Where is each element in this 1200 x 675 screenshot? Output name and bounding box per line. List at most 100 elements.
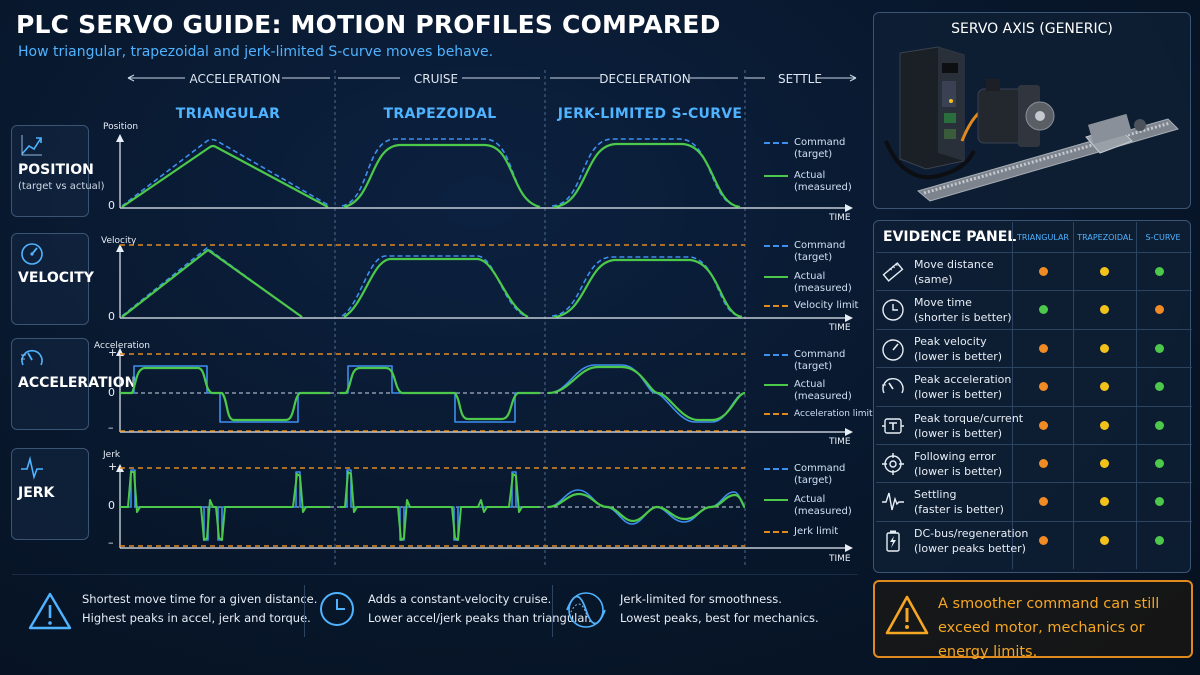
- row-card-jerk: JERK: [11, 448, 89, 540]
- legend-actual-velocity: Actual (measured): [764, 271, 852, 295]
- servo-axis-panel: SERVO AXIS (GENERIC): [873, 12, 1191, 209]
- rating-dot-trapezoidal: [1100, 305, 1109, 315]
- jerk-command-triangular: [120, 469, 330, 541]
- acceleration-actual-trapezoidal: [340, 366, 540, 421]
- rating-dot-triangular: [1039, 420, 1048, 430]
- zero-reference-lines: [120, 392, 745, 508]
- rating-dot-scurve: [1155, 382, 1164, 392]
- evidence-panel: [873, 220, 1191, 573]
- evidence-col-divider-1: [1012, 222, 1013, 569]
- evidence-col-scurve: S-CURVE: [1145, 233, 1181, 242]
- rating-dot-trapezoidal: [1100, 497, 1109, 507]
- profile-header-triangular: TRIANGULAR: [175, 106, 281, 122]
- acceleration-icon: [21, 349, 43, 366]
- legend-command-velocity: Command (target): [764, 240, 845, 264]
- limit-lines: [120, 244, 745, 547]
- footer-divider-1: [304, 585, 305, 637]
- settling-wave-icon: [882, 493, 904, 511]
- gauge-icon: [882, 378, 904, 394]
- row-label-acceleration: ACCELERATION: [18, 375, 137, 391]
- row-label-jerk: JERK: [18, 485, 55, 501]
- rating-dot-scurve: [1155, 343, 1164, 353]
- row-card-velocity: VELOCITY: [11, 233, 94, 325]
- legend-actual-position: Actual (measured): [764, 170, 852, 194]
- phase-label-acceleration: ACCELERATION: [189, 72, 281, 86]
- ruler-icon: [882, 262, 904, 282]
- legend-command-acceleration: Command (target): [764, 349, 845, 373]
- evidence-row: Move distance (same): [876, 252, 1192, 291]
- rating-dot-scurve: [1155, 420, 1164, 430]
- tick-minus-jerk: –: [108, 536, 114, 549]
- phase-label-cruise: CRUISE: [413, 72, 459, 86]
- jerk-curves: [120, 469, 746, 541]
- page-title: PLC SERVO GUIDE: MOTION PROFILES COMPARE…: [16, 10, 721, 39]
- row-card-position: POSITION (target vs actual): [11, 125, 104, 217]
- evidence-col-divider-2: [1073, 222, 1074, 569]
- evidence-row-label: Peak torque/current (lower is better): [914, 411, 1024, 440]
- footer-note-triangular: Shortest move time for a given distance.…: [82, 592, 318, 625]
- footer-divider-2: [552, 585, 553, 637]
- position-actual-triangular: [121, 144, 329, 208]
- servo-motor-image: [977, 79, 1055, 147]
- rating-dot-triangular: [1039, 267, 1048, 276]
- row-label-velocity: VELOCITY: [18, 270, 94, 286]
- tick-plus-jerk: +: [108, 460, 118, 473]
- evidence-row: Peak acceleration (lower is better): [876, 367, 1192, 406]
- rating-dot-triangular: [1039, 459, 1048, 468]
- evidence-row-label: Settling (faster is better): [914, 488, 1004, 517]
- rating-dot-triangular: [1039, 305, 1048, 315]
- rating-dot-triangular: [1039, 382, 1048, 392]
- evidence-row: Peak velocity (lower is better): [876, 328, 1192, 368]
- position-graph-icon: [21, 135, 42, 156]
- evidence-col-triangular: TRIANGULAR: [1017, 233, 1069, 242]
- legend-limit-acceleration: Acceleration limit: [764, 408, 873, 420]
- battery-icon: [886, 530, 900, 552]
- rating-dot-trapezoidal: [1100, 382, 1109, 392]
- acceleration-actual-scurve: [547, 365, 746, 422]
- position-command-scurve: [551, 138, 739, 207]
- acceleration-actual-triangular: [120, 366, 330, 422]
- evidence-row-label: Move time (shorter is better): [914, 296, 1012, 325]
- legend-limit-jerk: Jerk limit: [764, 526, 838, 538]
- evidence-row: Move time (shorter is better): [876, 290, 1192, 329]
- evidence-row: Following error (lower is better): [876, 444, 1192, 483]
- time-label-jerk: TIME: [829, 554, 851, 564]
- evidence-row: Settling (faster is better): [876, 482, 1192, 521]
- clock-icon: [320, 592, 354, 626]
- velocity-command-scurve: [551, 256, 741, 317]
- rating-dot-scurve: [1155, 267, 1164, 276]
- phase-arrows: [127, 74, 857, 82]
- row-card-acceleration: ACCELERATION: [11, 338, 136, 430]
- jerk-actual-triangular: [120, 471, 330, 541]
- acceleration-curves: [120, 364, 746, 423]
- axis-label-position: Position: [103, 122, 139, 132]
- footer-note-trapezoidal: Adds a constant-velocity cruise. Lower ac…: [368, 592, 592, 625]
- legend-actual-jerk: Actual (measured): [764, 494, 852, 518]
- rating-dot-scurve: [1155, 535, 1164, 545]
- tick-zero-jerk: 0: [108, 499, 115, 512]
- rating-dot-triangular: [1039, 497, 1048, 507]
- axis-label-velocity: Velocity: [101, 236, 137, 246]
- phase-label-settle: SETTLE: [778, 72, 822, 86]
- time-label-position: TIME: [829, 213, 851, 223]
- tick-minus-acceleration: –: [108, 421, 114, 434]
- evidence-col-divider-3: [1136, 222, 1137, 569]
- evidence-row-label: Peak velocity (lower is better): [914, 334, 1003, 363]
- evidence-row: Peak torque/current (lower is better): [876, 405, 1192, 445]
- rating-dot-trapezoidal: [1100, 535, 1109, 545]
- jerk-actual-scurve: [547, 492, 746, 523]
- page-subtitle: How triangular, trapezoidal and jerk-lim…: [18, 44, 494, 60]
- velocity-command-triangular: [121, 247, 301, 317]
- warning-triangle-icon: [28, 592, 72, 630]
- position-actual-scurve: [553, 142, 741, 209]
- tick-zero-acceleration: 0: [108, 386, 115, 399]
- linear-actuator-image: [916, 113, 1179, 202]
- rating-dot-trapezoidal: [1100, 343, 1109, 353]
- axis-label-jerk: Jerk: [103, 450, 121, 460]
- plot-axes: [116, 134, 853, 552]
- servo-panel-title: SERVO AXIS (GENERIC): [951, 21, 1113, 37]
- evidence-row-label: Following error (lower is better): [914, 450, 1003, 478]
- tick-plus-acceleration: +: [108, 346, 118, 359]
- rating-dot-trapezoidal: [1100, 267, 1109, 276]
